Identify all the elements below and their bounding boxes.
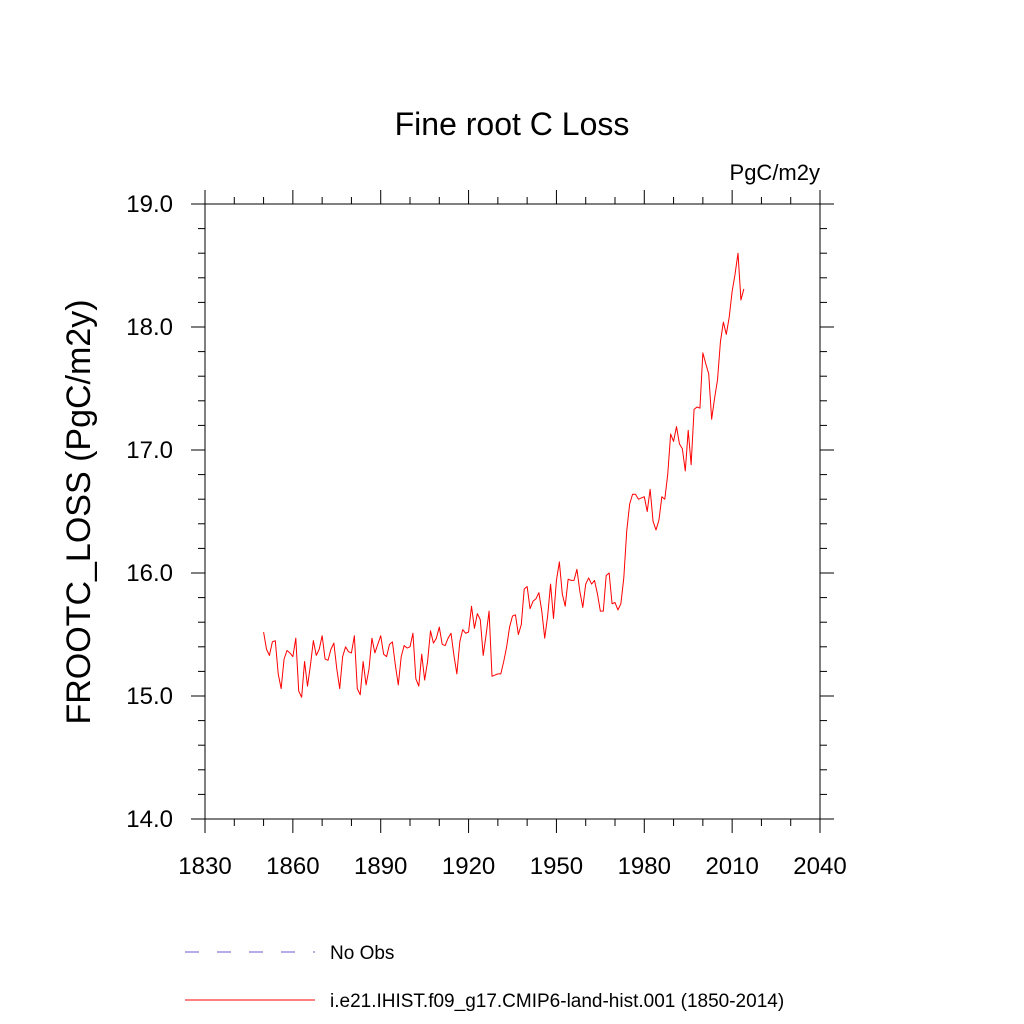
series-layer bbox=[263, 252, 745, 698]
y-tick-label: 16.0 bbox=[126, 560, 173, 587]
y-tick-label: 15.0 bbox=[126, 683, 173, 710]
x-tick-label: 1980 bbox=[618, 853, 671, 880]
x-axis: 1830 1860 1890 1920 1950 1980 2010 2040 bbox=[178, 190, 847, 880]
y-axis-label: FROOTC_LOSS (PgC/m2y) bbox=[60, 299, 98, 724]
x-tick-label: 1950 bbox=[530, 853, 583, 880]
x-tick-label: 1920 bbox=[442, 853, 495, 880]
plot-border bbox=[204, 203, 821, 820]
chart-title: Fine root C Loss bbox=[395, 106, 630, 142]
series-line bbox=[263, 252, 745, 698]
x-tick-label: 1890 bbox=[354, 853, 407, 880]
units-label: PgC/m2y bbox=[730, 160, 820, 185]
legend-label: i.e21.IHIST.f09_g17.CMIP6-land-hist.001 … bbox=[330, 991, 784, 1012]
x-tick-label: 2010 bbox=[705, 853, 758, 880]
y-tick-label: 14.0 bbox=[126, 806, 173, 833]
y-axis: 14.0 15.0 16.0 17.0 18.0 19.0 bbox=[126, 191, 834, 833]
legend-label: No Obs bbox=[330, 943, 394, 964]
x-tick-label: 1860 bbox=[266, 853, 319, 880]
legend: No Obs i.e21.IHIST.f09_g17.CMIP6-land-his… bbox=[185, 943, 784, 1012]
y-tick-label: 18.0 bbox=[126, 314, 173, 341]
x-tick-label: 2040 bbox=[793, 853, 846, 880]
y-tick-label: 17.0 bbox=[126, 437, 173, 464]
x-tick-label: 1830 bbox=[178, 853, 231, 880]
y-tick-label: 19.0 bbox=[126, 191, 173, 218]
plot-frame bbox=[204, 203, 821, 820]
